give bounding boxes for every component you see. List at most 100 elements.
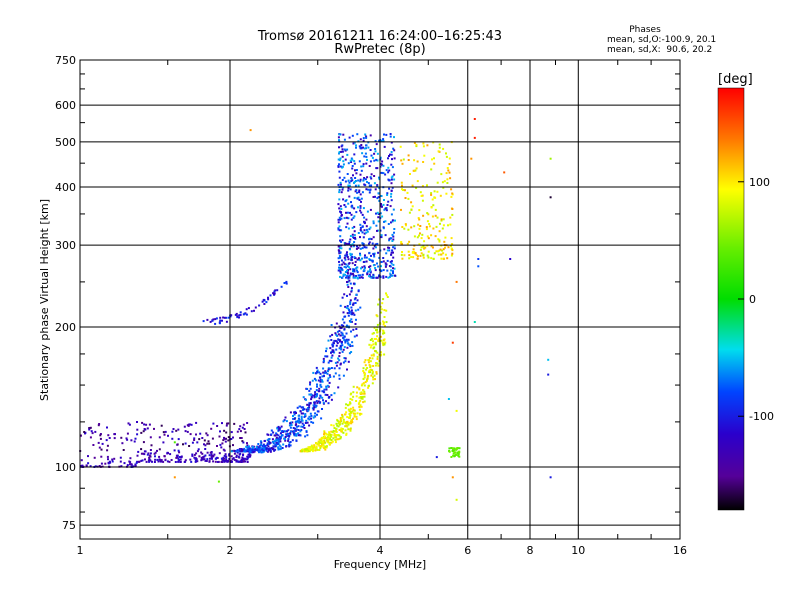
data-point: [371, 372, 374, 375]
data-point: [358, 408, 361, 411]
data-point: [315, 372, 318, 375]
data-point: [390, 178, 393, 181]
data-point: [353, 181, 356, 183]
data-point: [353, 270, 356, 273]
data-point: [212, 422, 215, 425]
data-point: [430, 193, 433, 196]
data-point: [358, 396, 361, 399]
data-point: [322, 361, 325, 364]
data-point: [183, 461, 186, 463]
data-point: [420, 246, 423, 249]
data-point: [321, 380, 324, 383]
data-point: [443, 240, 446, 243]
isolated-point: [509, 258, 512, 260]
data-point: [353, 409, 356, 412]
data-point: [378, 360, 381, 362]
data-point: [339, 275, 341, 278]
data-point: [380, 171, 383, 174]
data-point: [363, 256, 366, 259]
data-point: [209, 457, 211, 460]
data-point: [373, 338, 376, 340]
data-point: [196, 460, 199, 463]
data-point: [196, 441, 199, 444]
data-point: [111, 460, 114, 463]
data-point: [385, 275, 388, 278]
data-point: [451, 208, 454, 210]
data-point: [333, 392, 336, 395]
data-point: [291, 421, 294, 424]
data-point: [349, 282, 352, 285]
data-point: [353, 298, 356, 301]
data-point: [359, 247, 362, 250]
data-point: [297, 429, 300, 431]
data-point: [268, 438, 271, 440]
data-point: [327, 368, 330, 371]
data-point: [239, 425, 242, 428]
data-point: [339, 270, 342, 273]
data-point: [259, 447, 262, 449]
data-point: [350, 213, 353, 216]
data-point: [314, 393, 317, 396]
data-point: [426, 220, 429, 223]
data-point: [364, 381, 367, 384]
data-point: [373, 175, 376, 177]
data-point: [415, 167, 418, 170]
data-point: [176, 454, 179, 457]
data-point: [352, 276, 355, 279]
data-point: [379, 335, 382, 338]
data-point: [268, 447, 270, 450]
data-point: [211, 457, 213, 460]
data-point: [355, 146, 357, 149]
data-point: [370, 184, 373, 187]
data-point: [338, 152, 340, 155]
data-point: [380, 265, 382, 268]
data-point: [186, 424, 189, 427]
data-point: [352, 174, 354, 177]
data-point: [267, 440, 270, 443]
data-point: [376, 323, 379, 326]
data-point: [375, 158, 378, 161]
data-point: [308, 447, 311, 450]
blob-point: [451, 447, 454, 450]
data-point: [391, 158, 393, 161]
x-tick-label: 8: [527, 544, 534, 557]
data-point: [85, 464, 88, 467]
data-point: [356, 276, 359, 279]
data-point: [382, 298, 385, 301]
data-point: [361, 395, 364, 398]
data-point: [244, 449, 247, 452]
data-point: [427, 237, 430, 240]
data-point: [263, 303, 266, 305]
data-point: [369, 189, 372, 192]
data-point: [380, 205, 383, 208]
data-point: [366, 176, 369, 179]
data-point: [316, 369, 319, 372]
data-point: [358, 258, 361, 261]
data-point: [317, 400, 320, 403]
data-point: [362, 207, 365, 210]
data-point: [338, 207, 341, 210]
data-point: [196, 450, 199, 453]
data-point: [344, 271, 347, 273]
data-point: [279, 427, 282, 430]
data-point: [319, 394, 322, 397]
data-point: [360, 165, 363, 168]
data-point: [374, 148, 377, 150]
data-point: [220, 446, 223, 449]
data-point: [262, 443, 265, 446]
data-point: [352, 302, 355, 305]
data-point: [345, 266, 347, 269]
isolated-point: [447, 398, 450, 400]
data-point: [348, 403, 351, 406]
data-point: [266, 450, 269, 453]
data-point: [400, 208, 402, 211]
data-point: [378, 199, 381, 202]
data-point: [188, 445, 191, 447]
data-point: [435, 225, 438, 228]
data-point: [313, 377, 316, 380]
data-point: [352, 395, 355, 398]
data-point: [108, 460, 111, 463]
data-point: [249, 447, 252, 450]
data-point: [218, 435, 221, 438]
